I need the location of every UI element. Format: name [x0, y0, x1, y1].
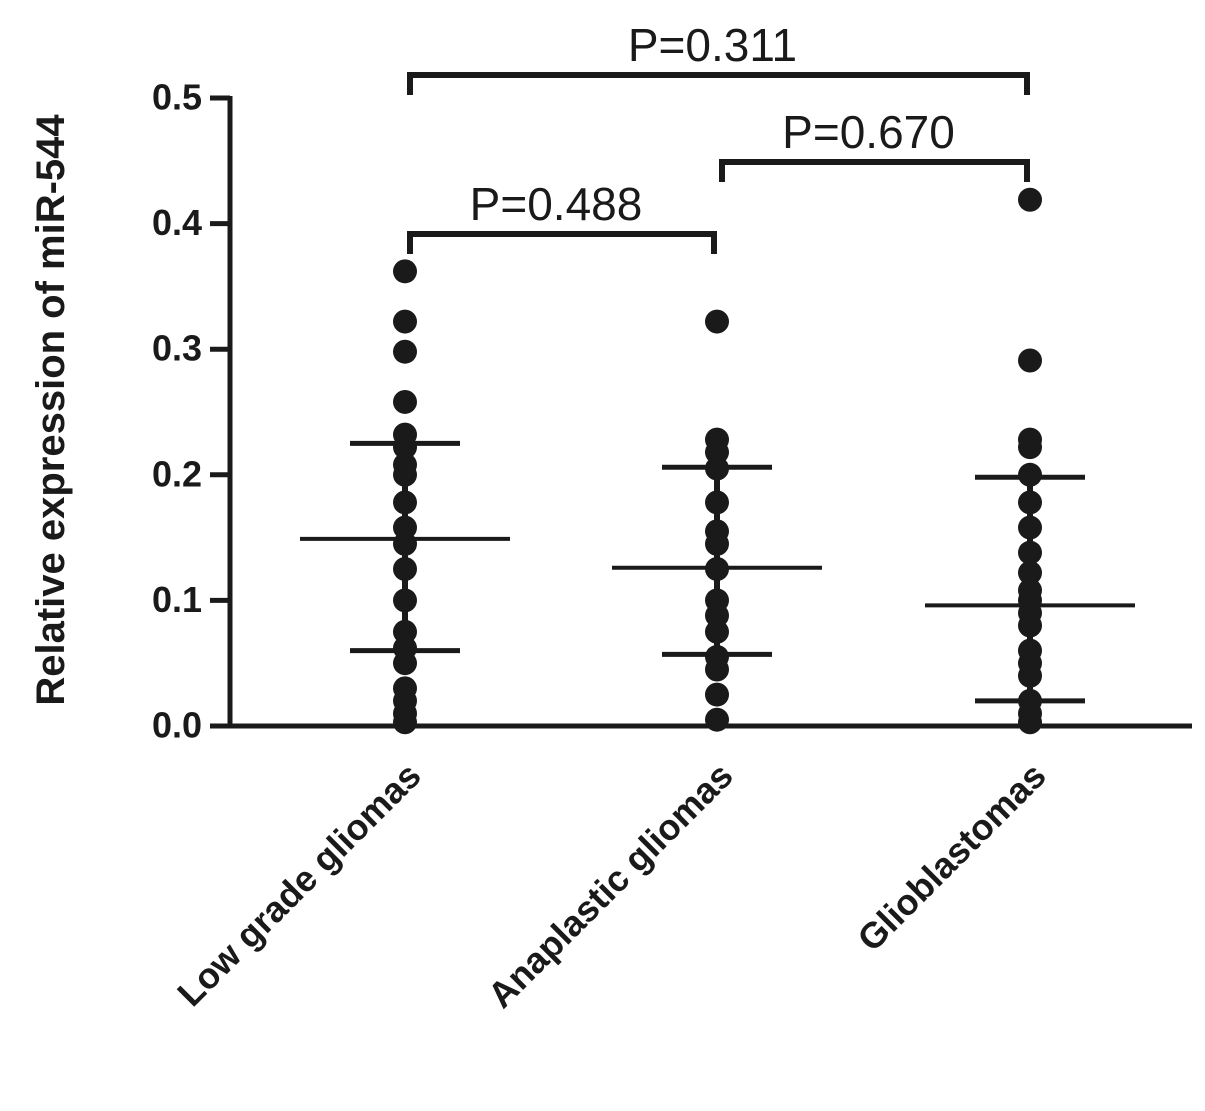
p-value-label: P=0.488: [470, 178, 643, 230]
x-tick-label: Low grade gliomas: [169, 755, 429, 1015]
dot: [393, 389, 417, 414]
significance-bracket: [719, 159, 1030, 182]
dot: [393, 259, 417, 284]
x-tick-label: Glioblastomas: [849, 755, 1053, 959]
y-tick-label: 0.2: [152, 453, 202, 494]
significance-bracket: [407, 72, 1030, 95]
y-tick-label: 0.0: [152, 705, 202, 746]
dot: [393, 309, 417, 334]
p-value-label: P=0.670: [782, 106, 955, 158]
dot: [1018, 710, 1042, 735]
y-axis-label: Relative expression of miR-544: [29, 114, 73, 706]
dot: [393, 339, 417, 364]
dot: [1018, 462, 1042, 487]
dot: [1018, 187, 1042, 212]
dot: [705, 657, 729, 682]
dot: [1018, 348, 1042, 373]
y-tick-label: 0.1: [152, 579, 202, 620]
dot: [393, 651, 417, 676]
p-value-label: P=0.311: [628, 19, 797, 71]
dot: [705, 309, 729, 334]
dot: [1018, 435, 1042, 460]
significance-bracket: [407, 231, 717, 254]
y-tick-label: 0.4: [152, 202, 202, 243]
dot: [393, 710, 417, 735]
dot: [705, 682, 729, 707]
y-tick-label: 0.5: [152, 77, 202, 118]
dot: [705, 707, 729, 732]
y-tick-label: 0.3: [152, 328, 202, 369]
x-tick-label: Anaplastic gliomas: [480, 755, 741, 1016]
